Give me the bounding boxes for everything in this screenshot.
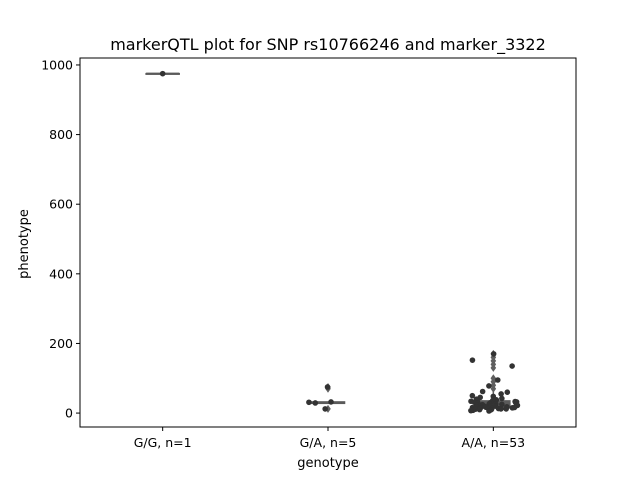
y-axis-label: phenotype <box>17 209 32 279</box>
x-tick-label: A/A, n=53 <box>462 435 526 450</box>
data-point <box>312 400 319 406</box>
strip-group <box>159 70 166 77</box>
data-point <box>498 406 504 412</box>
x-tick-label: G/A, n=5 <box>300 435 357 450</box>
x-axis-label: genotype <box>297 456 358 471</box>
y-tick-label: 0 <box>65 406 73 421</box>
data-point <box>159 70 166 77</box>
data-point <box>509 405 516 411</box>
data-point <box>469 392 476 399</box>
data-point <box>499 395 505 402</box>
x-axis: G/G, n=1 G/A, n=5 A/A, n=53 <box>134 427 525 450</box>
y-axis: 0 200 400 600 800 1000 <box>41 57 80 421</box>
data-point <box>306 399 312 406</box>
strip-group <box>468 351 521 414</box>
data-point <box>469 357 476 363</box>
data-point <box>476 406 483 413</box>
chart-title: markerQTL plot for SNP rs10766246 and ma… <box>110 35 546 55</box>
data-point <box>498 391 504 397</box>
strip-group <box>306 384 334 412</box>
data-point <box>486 383 492 389</box>
data-point <box>509 363 515 369</box>
y-tick-label: 600 <box>49 197 73 212</box>
plot-area <box>145 70 521 414</box>
data-point <box>499 401 505 408</box>
y-tick-label: 800 <box>49 127 73 142</box>
data-point <box>503 406 509 412</box>
data-point <box>328 399 334 405</box>
data-point <box>490 351 497 357</box>
box-outlier <box>490 374 497 383</box>
data-point <box>486 408 492 414</box>
y-tick-label: 200 <box>49 336 73 351</box>
data-point <box>468 407 474 414</box>
plot-frame <box>79 57 577 428</box>
data-point <box>504 389 511 395</box>
data-point <box>494 377 501 383</box>
y-tick-label: 400 <box>49 266 73 281</box>
y-tick-label: 1000 <box>41 57 73 72</box>
data-point <box>324 384 331 390</box>
x-tick-label: G/G, n=1 <box>134 435 192 450</box>
data-point <box>322 406 328 412</box>
data-point <box>479 388 486 395</box>
